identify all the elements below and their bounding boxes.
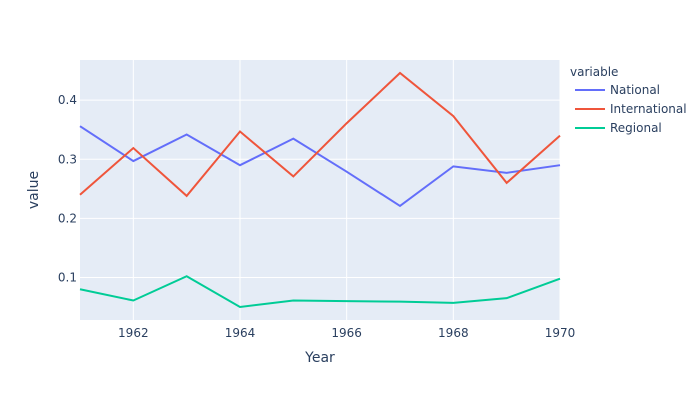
plot-area [80,60,560,320]
legend: variable National International Regional [570,65,687,135]
x-tick-label: 1968 [438,326,469,340]
y-tick-label: 0.1 [58,270,77,284]
y-tick-label: 0.2 [58,211,77,225]
x-tick-label: 1966 [331,326,362,340]
legend-label: National [610,83,660,97]
legend-item-national[interactable]: National [575,83,660,97]
legend-item-regional[interactable]: Regional [575,121,662,135]
x-tick-label: 1962 [118,326,149,340]
legend-label: International [610,102,687,116]
legend-item-international[interactable]: International [575,102,687,116]
x-tick-label: 1970 [545,326,576,340]
y-axis-label: value [26,171,42,209]
y-tick-label: 0.3 [58,152,77,166]
series-line-international [79,71,561,198]
y-tick-label: 0.4 [58,93,77,107]
legend-label: Regional [610,121,662,135]
legend-title: variable [570,65,618,79]
x-axis-label: Year [304,350,335,366]
x-tick-label: 1964 [225,326,256,340]
series-line-regional [79,275,561,309]
series-line-national [79,125,561,208]
